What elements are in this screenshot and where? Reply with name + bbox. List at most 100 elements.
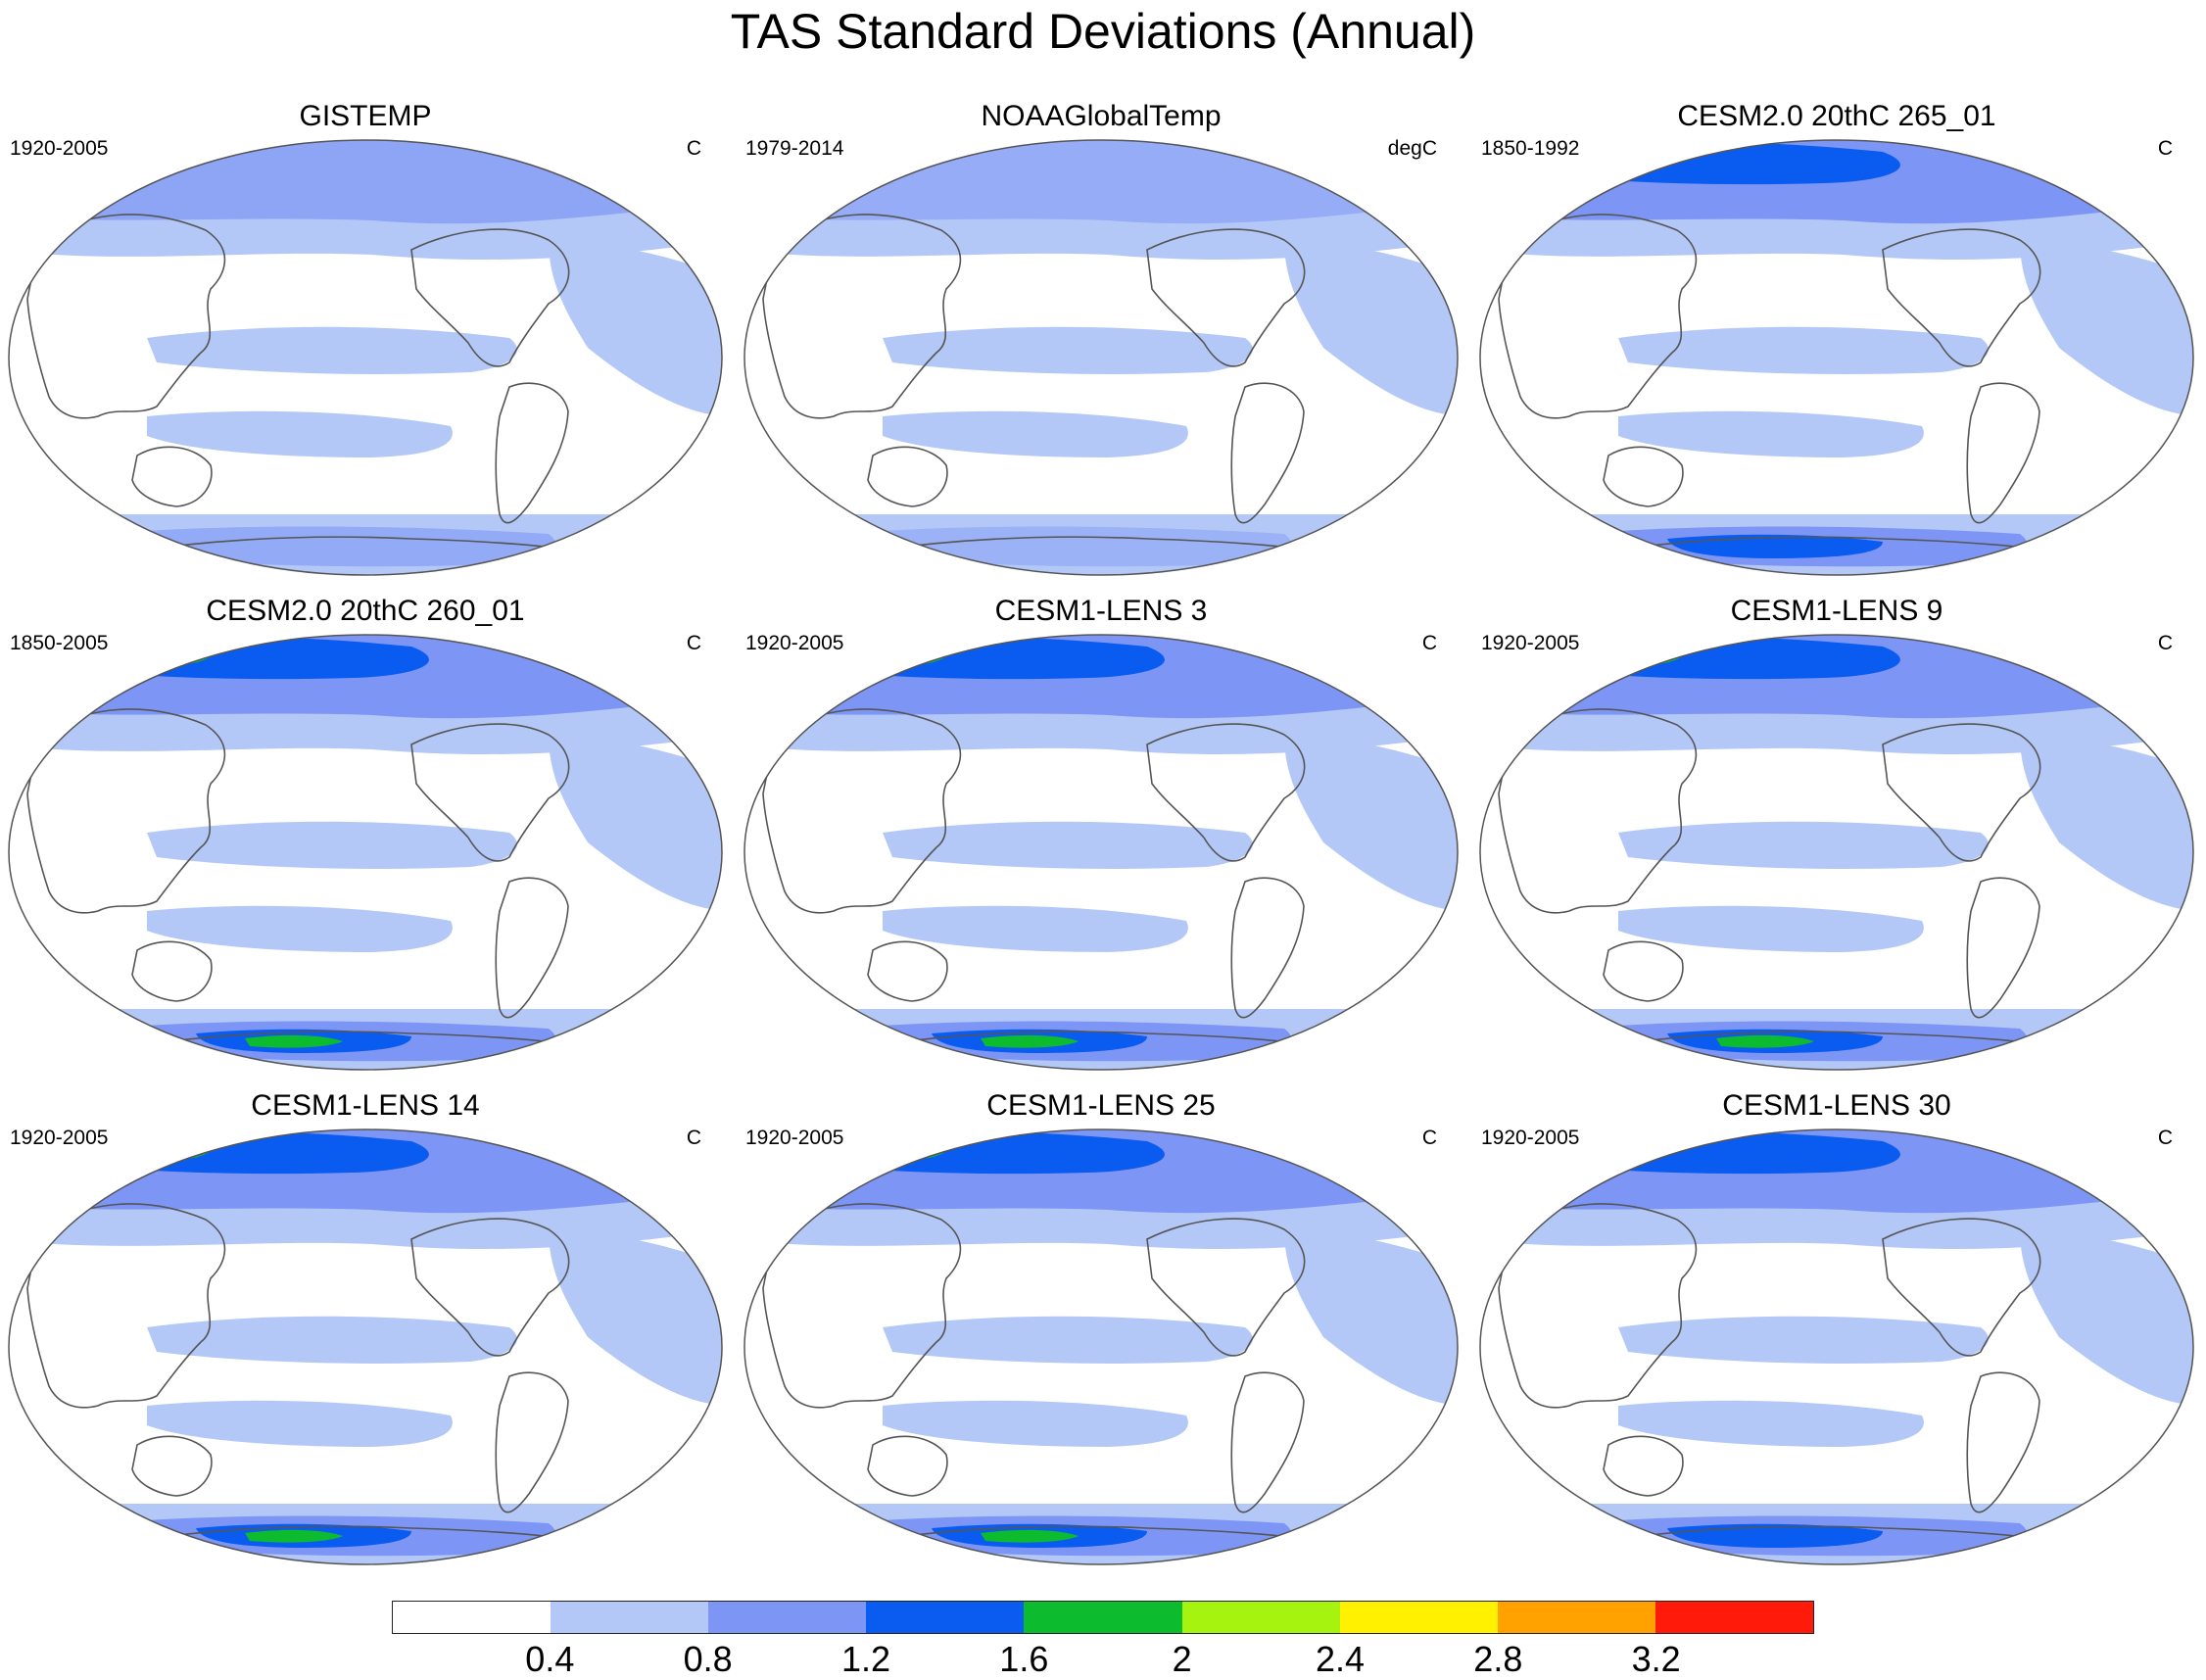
contour-region-low [549,735,722,911]
panel-title: CESM1-LENS 30 [1722,1089,1951,1122]
panel-units: C [1421,1127,1437,1149]
map-panel: NOAAGlobalTemp 1979-2014 degC [736,93,1466,583]
robinson-map [1479,139,2194,576]
contour-region-low [147,905,453,952]
contour-region-very-high [981,1034,1079,1048]
contour-region-low [147,1400,453,1447]
contour-region-low [549,1229,722,1406]
contour-region-peak [1584,647,1620,659]
map-border [1479,1128,2194,1565]
coastline [26,214,226,419]
contour-region-very-high [981,1529,1079,1543]
coastline [410,1218,570,1357]
panel-period: 1920-2005 [1481,1127,1580,1149]
coastline [410,228,570,367]
map-panel: CESM1-LENS 14 1920-2005 C [0,1082,731,1572]
coastline [1882,1218,2041,1357]
colorbar-swatch [393,1602,552,1633]
panel-period: 1850-2005 [10,632,109,654]
map-panel: CESM1-LENS 25 1920-2005 C [736,1082,1466,1572]
panel-title: CESM2.0 20thC 265_01 [1677,100,1996,132]
robinson-map [1479,1128,2194,1565]
coastline [1498,708,1698,914]
coastline [867,1435,948,1497]
contour-region-high [1667,1523,1883,1548]
colorbar-tick-label: 3.2 [1631,1639,1681,1679]
contour-region-very-high [843,644,946,666]
contour-region-low [2020,735,2193,911]
colorbar-tick-label: 1.6 [999,1639,1049,1679]
coastline [1603,940,1684,1002]
panel-title: NOAAGlobalTemp [981,100,1222,132]
contour-region-peak [848,1141,885,1154]
contour-region-high [1667,534,1883,558]
colorbar [392,1601,1814,1634]
map-border [8,1128,723,1565]
contour-region-low [883,1316,1253,1364]
coastline [1966,1371,2040,1513]
panel-period: 1920-2005 [745,632,844,654]
map-border [743,634,1459,1071]
contour-region-low [1618,905,1924,952]
colorbar-swatch [1654,1602,1813,1633]
robinson-map [743,1128,1459,1565]
colorbar-swatch [866,1602,1025,1633]
contour-region-low [883,905,1188,952]
coastline [131,1435,213,1497]
contour-region-low [147,326,517,374]
coastline [762,214,962,419]
panel-period: 1920-2005 [10,137,109,160]
panel-units: C [2157,1127,2173,1149]
panel-units: C [686,632,701,654]
contour-region-low [883,1400,1188,1447]
contour-region-low [1284,1229,1458,1406]
panel-title: CESM1-LENS 9 [1730,595,1943,627]
contour-region-low [883,410,1188,457]
colorbar-tick-label: 0.4 [525,1639,575,1679]
colorbar-swatch [1339,1602,1498,1633]
map-border [8,139,723,576]
coastline [1146,723,1306,862]
contour-region-low [1618,821,1989,869]
contour-region-low [147,1316,517,1364]
contour-region-low [1618,410,1924,457]
contour-region-low [549,240,722,416]
map-panel: CESM1-LENS 3 1920-2005 C [736,588,1466,1078]
map-border [1479,634,2194,1071]
robinson-map [8,634,723,1071]
robinson-map [8,1128,723,1565]
coastline [131,446,213,507]
panel-units: C [2157,632,2173,654]
coastline [495,1371,569,1513]
panel-title: CESM1-LENS 25 [986,1089,1216,1122]
contour-region-low [1284,735,1458,911]
panel-period: 1920-2005 [1481,632,1580,654]
contour-region-low [2020,1229,2193,1406]
contour-region-low [1618,1316,1989,1364]
map-panel: CESM2.0 20thC 265_01 1850-1992 C [1471,93,2202,583]
contour-region-peak [113,1141,149,1154]
contour-region-very-high [245,1034,343,1048]
coastline [1966,382,2040,524]
panel-units: C [2157,137,2173,160]
panel-title: CESM1-LENS 14 [251,1089,480,1122]
coastline [867,446,948,507]
contour-region-very-high [1716,1034,1814,1048]
map-panel: CESM2.0 20thC 260_01 1850-2005 C [0,588,731,1078]
panel-period: 1920-2005 [745,1127,844,1149]
contour-region-low [1618,1400,1924,1447]
coastline [1230,1371,1305,1513]
colorbar-swatch [1497,1602,1655,1633]
coastline [1603,1435,1684,1497]
contour-region-peak [848,647,885,659]
coastline [131,940,213,1002]
contour-region-very-high [108,644,211,666]
coastline [1230,877,1305,1019]
contour-region-very-high [245,1529,343,1543]
panel-units: C [686,1127,701,1149]
contour-region-medium [744,140,1458,224]
map-border [8,634,723,1071]
map-border [743,139,1459,576]
coastline [1603,446,1684,507]
colorbar-swatch [1024,1602,1182,1633]
